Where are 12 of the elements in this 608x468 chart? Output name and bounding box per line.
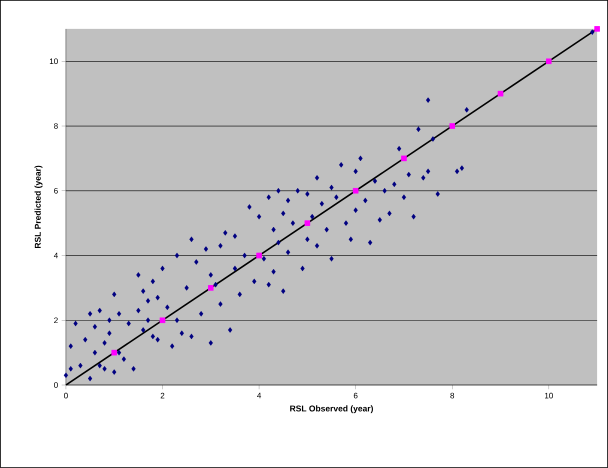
x-axis-title: RSL Observed (year) (290, 405, 373, 414)
point (449, 123, 456, 129)
point (401, 156, 407, 162)
point (352, 188, 358, 194)
point (594, 26, 600, 32)
point (498, 90, 504, 96)
point (160, 317, 166, 324)
point (546, 58, 552, 64)
point (304, 220, 310, 226)
point (208, 285, 214, 291)
point (111, 350, 118, 356)
y-axis-title: RSL Predicted (year) (34, 166, 42, 248)
